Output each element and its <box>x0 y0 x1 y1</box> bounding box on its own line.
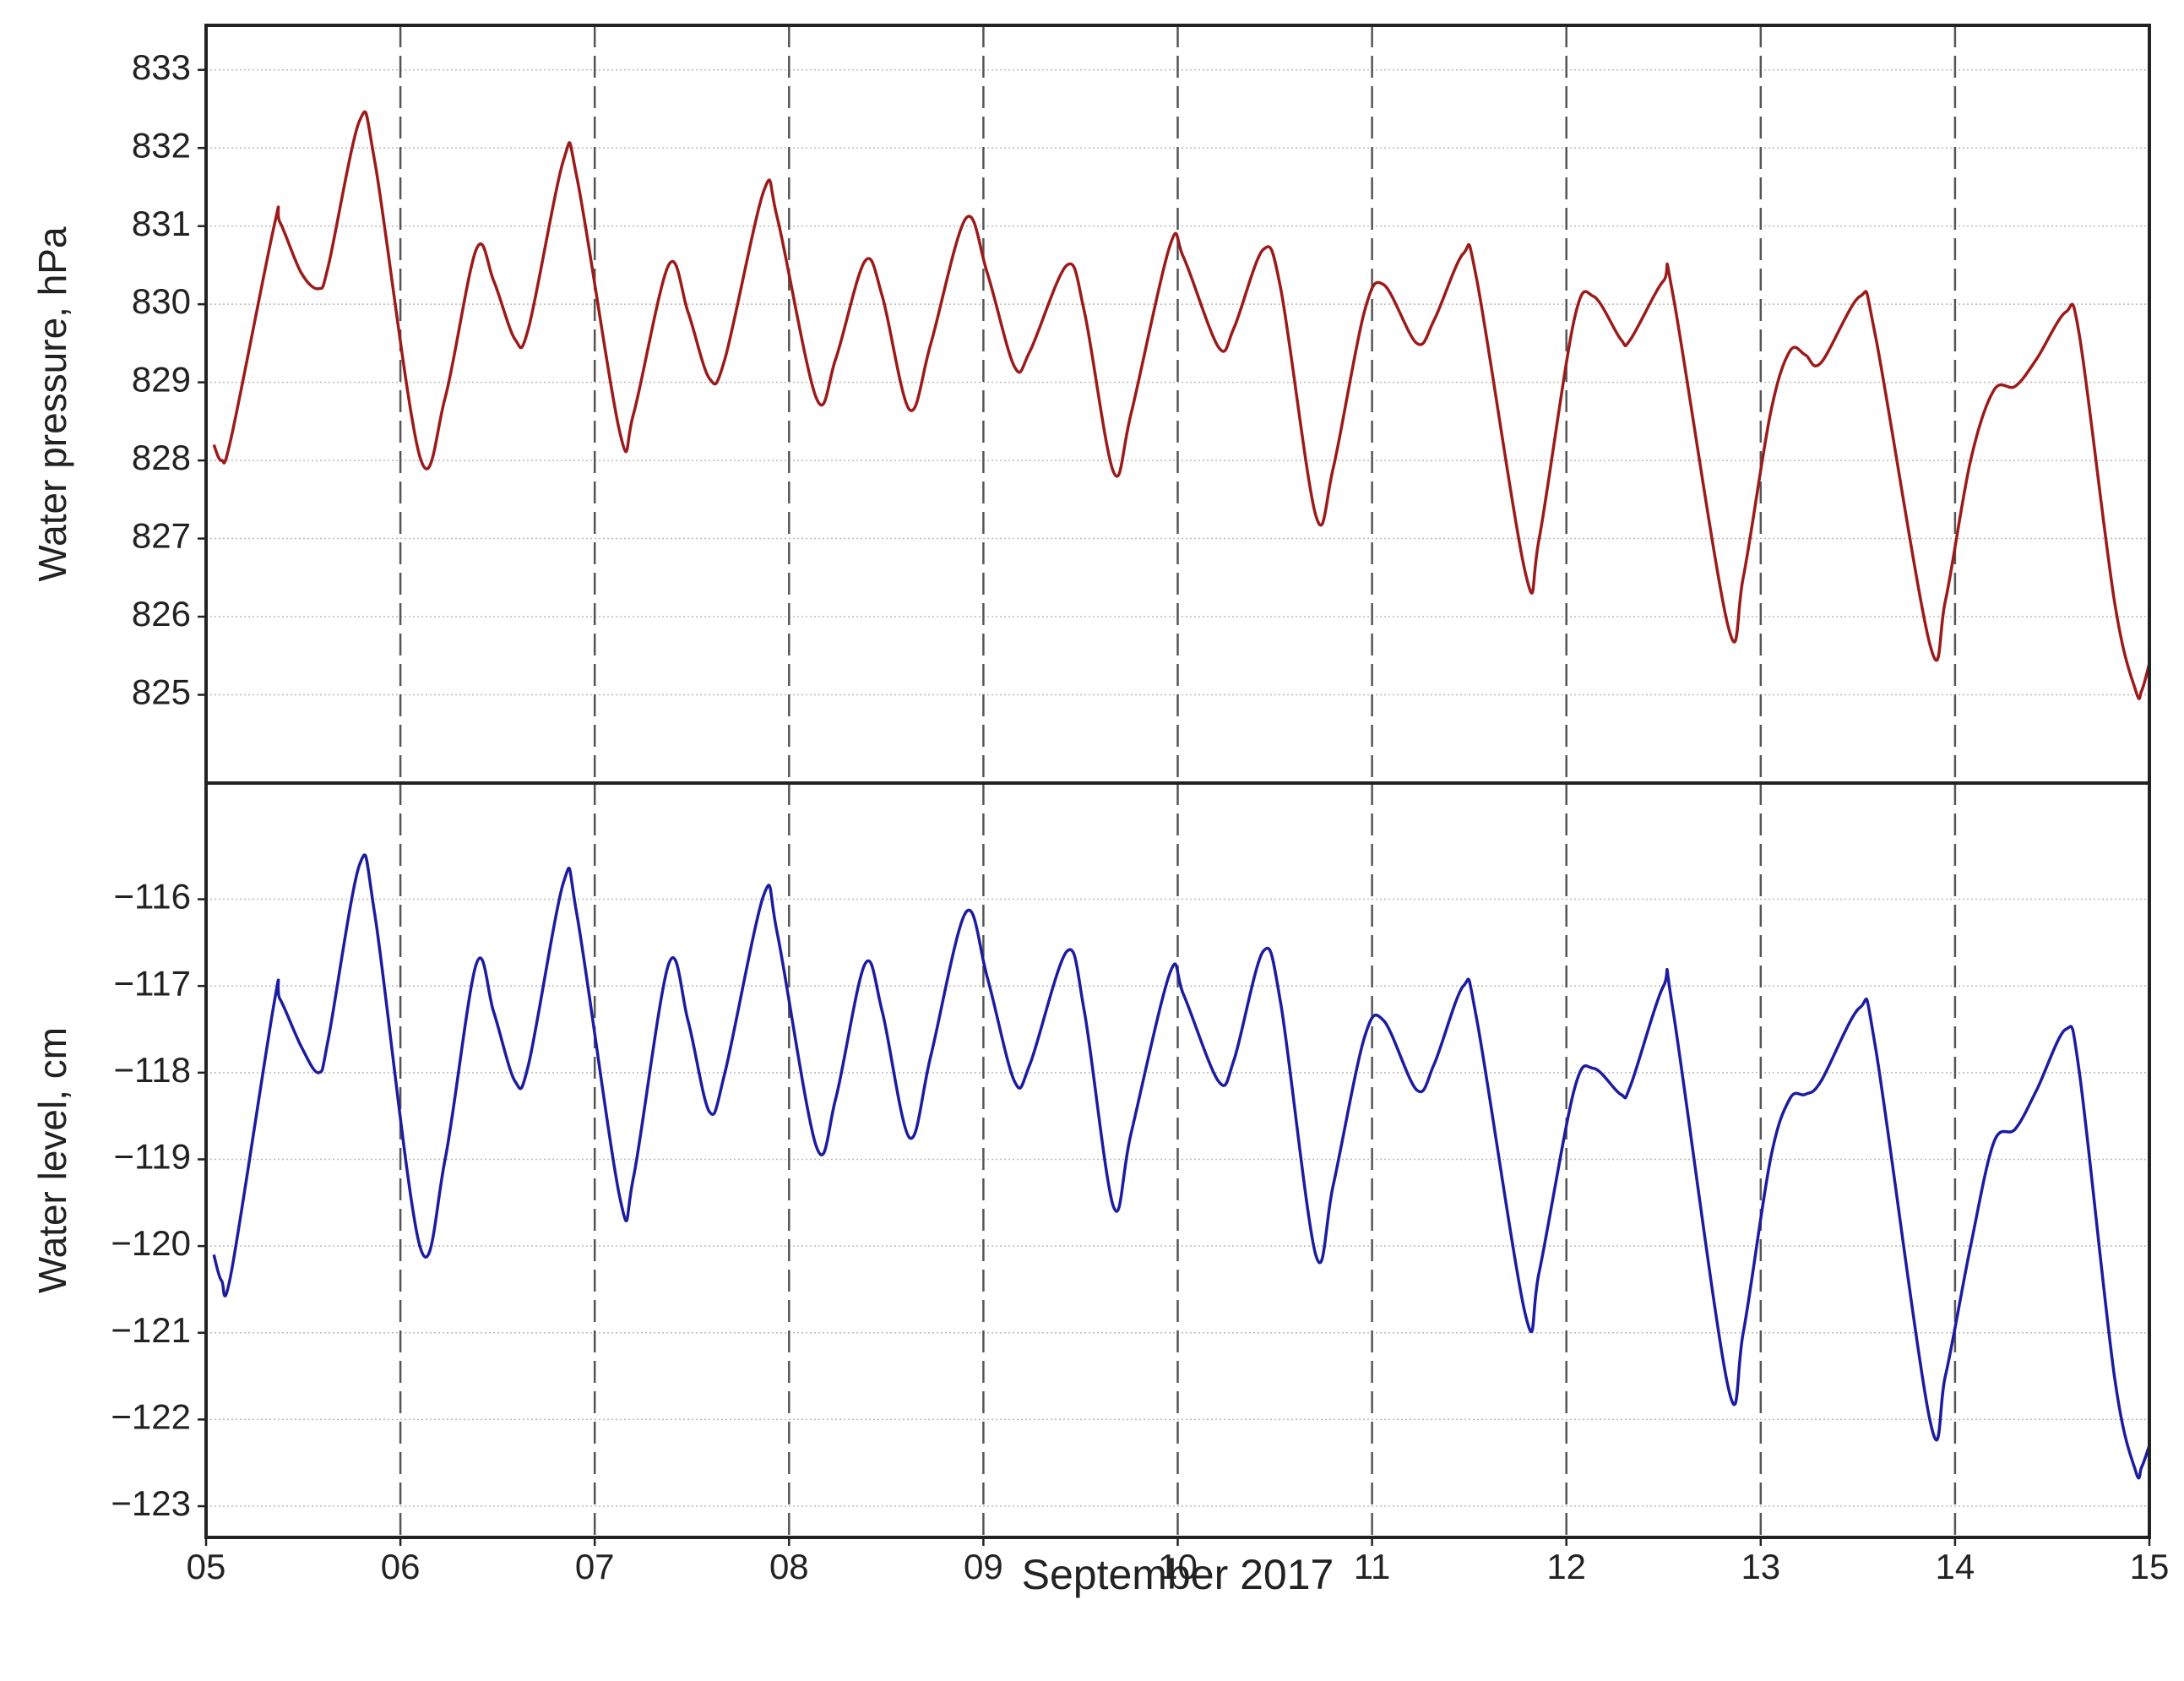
data-line <box>212 110 2151 700</box>
x-tick-label: 15 <box>2130 1547 2170 1586</box>
x-tick-label: 05 <box>187 1547 226 1586</box>
y-tick-label: 831 <box>132 204 191 243</box>
y-tick-label: −119 <box>114 1137 192 1177</box>
y-tick-label: 828 <box>132 438 191 477</box>
x-tick-label: 09 <box>964 1547 1003 1586</box>
y-tick-label: −123 <box>111 1483 191 1523</box>
x-tick-label: 13 <box>1741 1547 1780 1586</box>
y-axis-label: Water pressure, hPa <box>30 226 74 582</box>
y-tick-label: −122 <box>111 1396 191 1436</box>
y-tick-label: −120 <box>111 1223 191 1263</box>
y-tick-label: −116 <box>114 877 192 917</box>
y-tick-label: 832 <box>132 125 191 165</box>
plot-frame <box>204 781 2151 1539</box>
y-axis-label: Water level, cm <box>30 1027 74 1293</box>
x-tick-label: 14 <box>1936 1547 1975 1586</box>
y-tick-label: 829 <box>132 360 191 400</box>
x-tick-label: 08 <box>769 1547 809 1586</box>
y-tick-label: −121 <box>111 1310 191 1350</box>
x-tick-label: 06 <box>381 1547 421 1586</box>
y-tick-label: 830 <box>132 281 191 321</box>
y-tick-label: 825 <box>132 672 191 712</box>
data-line <box>212 853 2151 1480</box>
y-tick-label: 826 <box>132 594 191 634</box>
x-tick-label: 11 <box>1354 1547 1391 1586</box>
x-tick-label: 07 <box>575 1547 615 1586</box>
y-tick-label: −118 <box>114 1050 192 1090</box>
x-axis-label: September 2017 <box>1022 1551 1334 1598</box>
y-tick-label: 833 <box>132 47 191 87</box>
y-tick-label: −117 <box>114 963 192 1003</box>
y-tick-label: 827 <box>132 516 191 556</box>
x-tick-label: 10 <box>1158 1547 1198 1586</box>
x-tick-label: 12 <box>1546 1547 1586 1586</box>
